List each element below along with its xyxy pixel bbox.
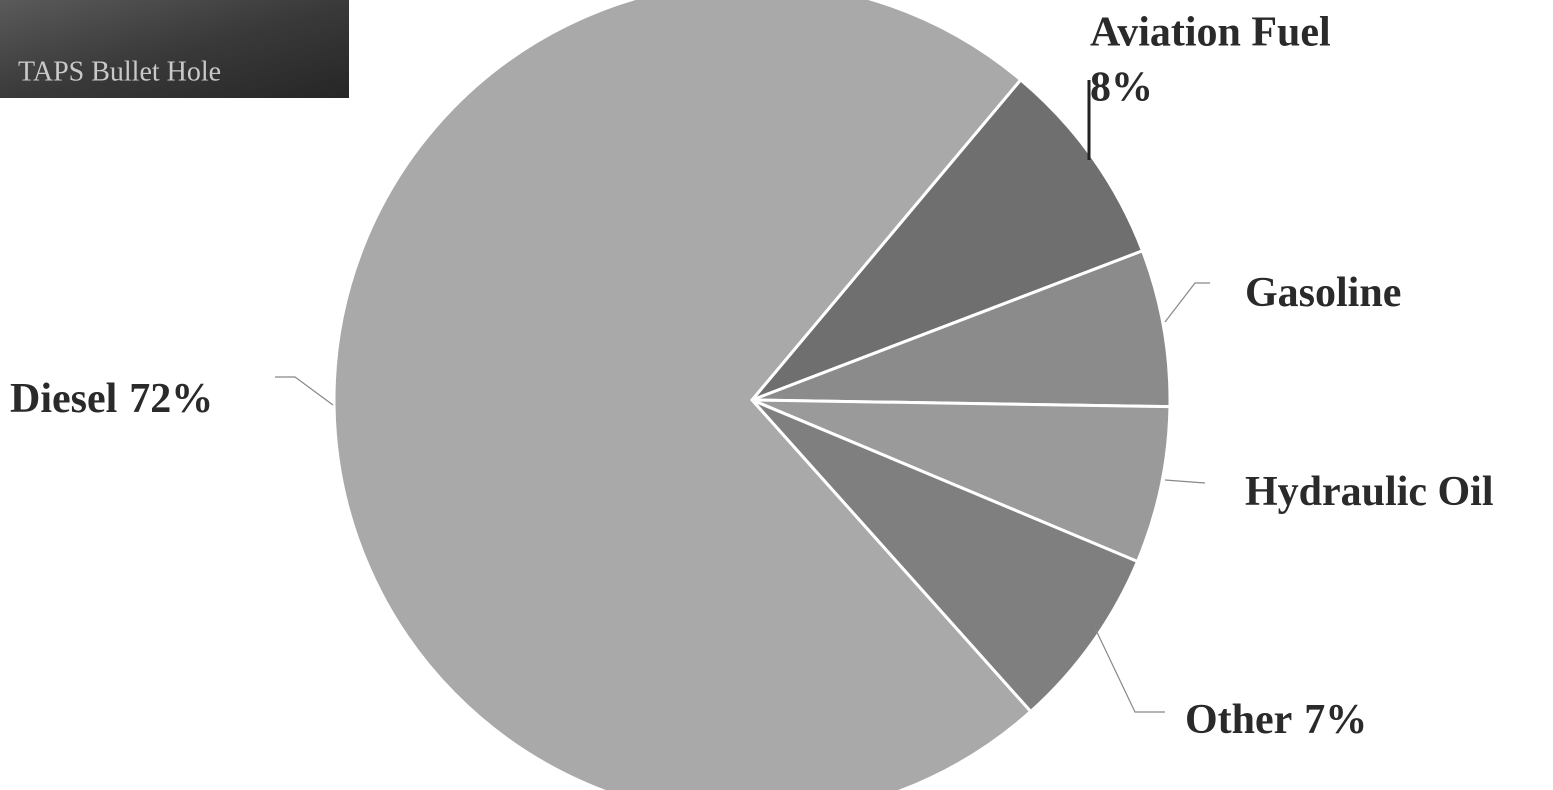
pie-slice bbox=[751, 248, 1172, 409]
slice-label: Other bbox=[1185, 697, 1292, 743]
slice-label-group: Gasoline bbox=[1245, 270, 1401, 316]
slice-label-group: Other 7% bbox=[1185, 697, 1367, 743]
slice-label-group: Hydraulic Oil bbox=[1245, 469, 1494, 515]
photo-caption: TAPS Bullet Hole bbox=[18, 56, 221, 87]
slice-label-group: Diesel 72% bbox=[10, 376, 213, 422]
pie-slice bbox=[751, 398, 1172, 564]
leader-line bbox=[1164, 479, 1206, 484]
pie-slice bbox=[332, 0, 1033, 790]
photo-thumbnail bbox=[0, 0, 349, 98]
leader-line bbox=[275, 376, 334, 406]
slice-label: Gasoline bbox=[1245, 270, 1401, 316]
value-label: 7% bbox=[1304, 697, 1367, 743]
value-label: 72% bbox=[129, 376, 213, 422]
pie-slice bbox=[747, 77, 1145, 404]
value-label: 8% bbox=[1090, 65, 1153, 111]
slice-label: Diesel bbox=[10, 376, 117, 422]
slice-label: Aviation Fuel bbox=[1090, 10, 1331, 56]
slice-label: Hydraulic Oil bbox=[1245, 469, 1494, 515]
leader-line bbox=[1094, 627, 1165, 713]
pie-slice bbox=[750, 398, 1140, 714]
leader-line bbox=[1164, 282, 1210, 323]
